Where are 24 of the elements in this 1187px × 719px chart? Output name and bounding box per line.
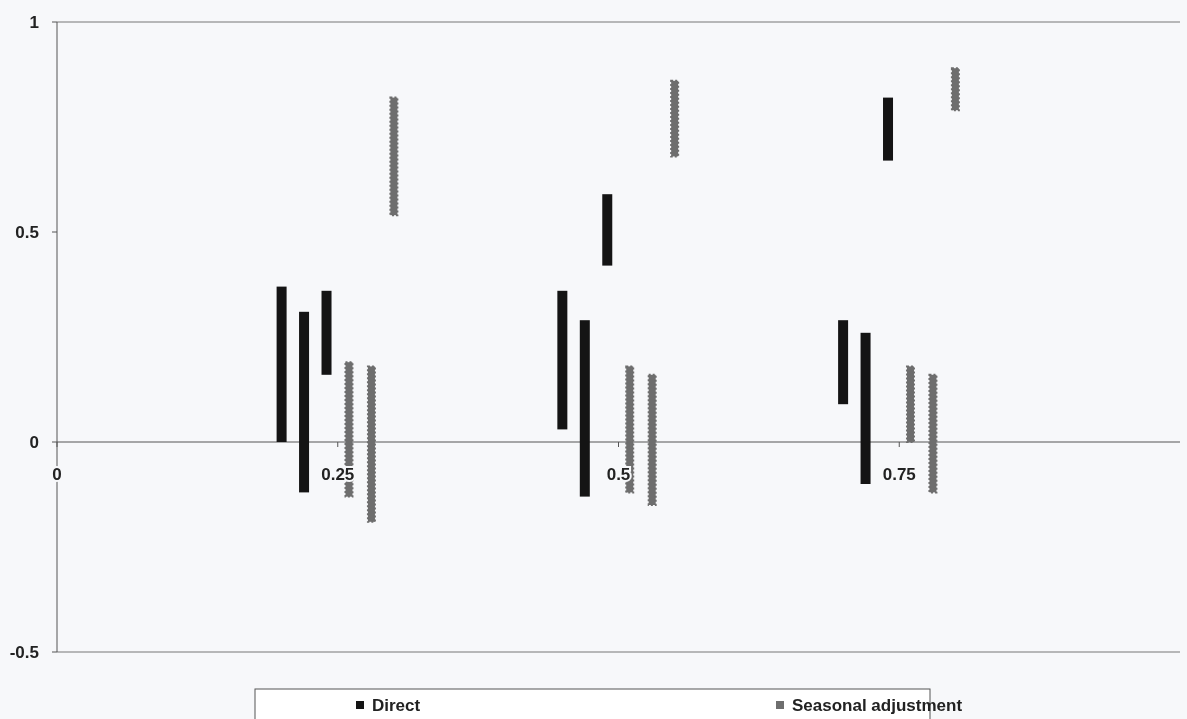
legend-label: Seasonal adjustment <box>792 696 963 715</box>
x-tick-label: 0 <box>52 465 62 484</box>
bar <box>928 373 938 494</box>
y-tick-label: 0.5 <box>15 223 39 242</box>
bar <box>366 365 376 523</box>
y-tick-label: 0 <box>29 433 39 452</box>
bar <box>299 311 310 493</box>
bar <box>389 96 399 217</box>
bar <box>883 97 894 161</box>
bar <box>557 290 568 430</box>
bar <box>579 320 590 497</box>
bar <box>860 332 871 484</box>
bar <box>276 286 287 442</box>
y-tick-label: -0.5 <box>9 643 39 662</box>
bar <box>905 365 915 443</box>
x-tick-label: 0.75 <box>882 465 916 484</box>
legend-label: Direct <box>372 696 421 715</box>
bar <box>950 67 960 112</box>
y-tick-label: 1 <box>29 13 39 32</box>
bar <box>838 320 849 405</box>
bar <box>602 194 613 266</box>
bar <box>647 373 657 506</box>
bar <box>321 290 332 375</box>
bar <box>670 79 680 158</box>
